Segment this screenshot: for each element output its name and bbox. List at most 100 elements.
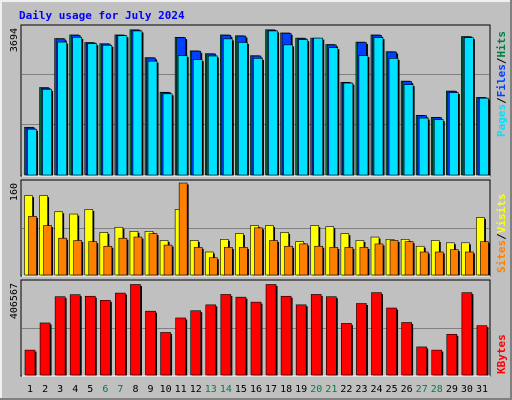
bar-pages-day-26 <box>403 84 414 176</box>
bar-pages-day-1 <box>27 128 37 176</box>
chart-panels <box>20 24 491 377</box>
bar-pages-day-28 <box>433 119 444 176</box>
bar-pages-day-17 <box>268 30 278 176</box>
bar-kbytes-day-15 <box>235 296 247 376</box>
bar-pages-day-25 <box>388 58 399 176</box>
bar-sites-day-23 <box>359 247 369 276</box>
bar-kbytes-day-22 <box>341 323 352 376</box>
x-label-day-14: 14 <box>220 384 232 395</box>
bar-sites-day-15 <box>239 247 248 276</box>
bar-kbytes-day-8 <box>130 284 141 376</box>
x-label-day-27: 27 <box>416 384 428 395</box>
x-label-day-13: 13 <box>205 384 217 395</box>
bar-sites-day-27 <box>419 251 429 276</box>
bar-sites-day-20 <box>314 245 324 276</box>
x-label-day-22: 22 <box>340 384 352 395</box>
bar-kbytes-day-26 <box>401 322 412 376</box>
x-label-day-3: 3 <box>57 384 63 395</box>
legend-label-sites: Sites <box>495 240 508 273</box>
bar-kbytes-day-24 <box>371 292 382 376</box>
bar-sites-day-1 <box>28 216 37 276</box>
bar-pages-day-14 <box>223 38 233 176</box>
x-label-day-26: 26 <box>401 384 413 395</box>
bar-kbytes-day-28 <box>431 349 443 376</box>
bar-sites-day-31 <box>480 241 489 276</box>
bar-kbytes-day-5 <box>84 295 96 376</box>
bar-sites-day-28 <box>434 251 444 276</box>
y-max-label-visits-sites: 160 <box>9 183 20 201</box>
bar-sites-day-6 <box>103 245 113 276</box>
bar-sites-day-13 <box>208 257 218 276</box>
bar-sites-day-3 <box>58 237 67 276</box>
legend-label-slash: / <box>495 57 508 64</box>
legend-label-files: Files <box>495 64 508 97</box>
legend-panel3: KBytes <box>495 334 508 374</box>
bar-pages-day-3 <box>57 41 67 176</box>
bar-kbytes-day-14 <box>220 294 232 376</box>
bar-sites-day-19 <box>299 243 308 276</box>
x-label-day-31: 31 <box>476 384 488 395</box>
x-label-day-16: 16 <box>250 384 262 395</box>
bar-kbytes-day-4 <box>69 294 81 376</box>
bar-sites-day-22 <box>344 247 354 276</box>
bar-pages-day-9 <box>147 60 158 176</box>
bar-pages-day-15 <box>238 42 248 176</box>
bar-kbytes-day-12 <box>190 310 202 376</box>
bar-kbytes-day-27 <box>416 346 427 376</box>
bar-kbytes-day-30 <box>461 292 473 376</box>
bar-pages-day-24 <box>373 37 384 176</box>
bar-kbytes-day-11 <box>175 317 186 376</box>
bar-kbytes-day-3 <box>54 296 66 376</box>
bar-kbytes-day-20 <box>310 294 322 376</box>
legend-label-pages: Pages <box>495 104 508 137</box>
x-label-day-17: 17 <box>265 384 277 395</box>
x-label-day-11: 11 <box>175 384 187 395</box>
bar-sites-day-7 <box>118 237 128 276</box>
x-label-day-12: 12 <box>190 384 202 395</box>
bar-sites-day-21 <box>329 247 339 276</box>
bar-sites-day-29 <box>450 249 459 276</box>
bar-sites-day-16 <box>254 227 263 276</box>
bevel-top <box>0 0 512 2</box>
bar-pages-day-13 <box>207 55 218 176</box>
bar-sites-day-14 <box>224 247 233 276</box>
x-label-day-18: 18 <box>280 384 292 395</box>
bar-kbytes-day-31 <box>476 325 488 376</box>
bar-kbytes-day-16 <box>250 301 262 376</box>
bar-sites-day-2 <box>43 225 52 276</box>
bar-pages-day-5 <box>87 43 98 176</box>
bar-sites-day-9 <box>148 233 158 276</box>
bar-sites-day-17 <box>269 240 278 276</box>
x-label-day-25: 25 <box>386 384 398 395</box>
x-label-day-2: 2 <box>42 384 48 395</box>
bar-pages-day-21 <box>328 47 339 176</box>
legend-label-hits: Hits <box>495 31 508 58</box>
bar-pages-day-29 <box>449 92 459 176</box>
bar-sites-day-26 <box>404 241 414 276</box>
bar-pages-day-23 <box>358 55 369 176</box>
bar-sites-day-11 <box>178 182 188 276</box>
bevel-bottom <box>0 398 512 400</box>
bar-pages-day-22 <box>343 82 354 176</box>
bar-kbytes-day-7 <box>115 292 126 376</box>
bar-sites-day-24 <box>374 243 384 276</box>
bar-pages-day-19 <box>298 39 308 176</box>
chart-bars <box>24 29 490 376</box>
x-label-day-30: 30 <box>461 384 473 395</box>
x-label-day-8: 8 <box>132 384 138 395</box>
bar-kbytes-day-23 <box>356 303 367 376</box>
y-max-label-hits-files-pages: 3694 <box>9 28 20 52</box>
bar-pages-day-11 <box>177 55 188 176</box>
bar-pages-day-30 <box>464 37 474 176</box>
legend-label-slash: / <box>495 97 508 104</box>
x-label-day-6: 6 <box>102 384 108 395</box>
bar-sites-day-5 <box>88 241 98 276</box>
bar-kbytes-day-13 <box>205 304 217 376</box>
x-label-day-1: 1 <box>27 384 33 395</box>
legend-label-slash: / <box>495 233 508 240</box>
bar-pages-day-6 <box>102 44 113 176</box>
x-label-day-5: 5 <box>87 384 93 395</box>
x-label-day-7: 7 <box>117 384 123 395</box>
